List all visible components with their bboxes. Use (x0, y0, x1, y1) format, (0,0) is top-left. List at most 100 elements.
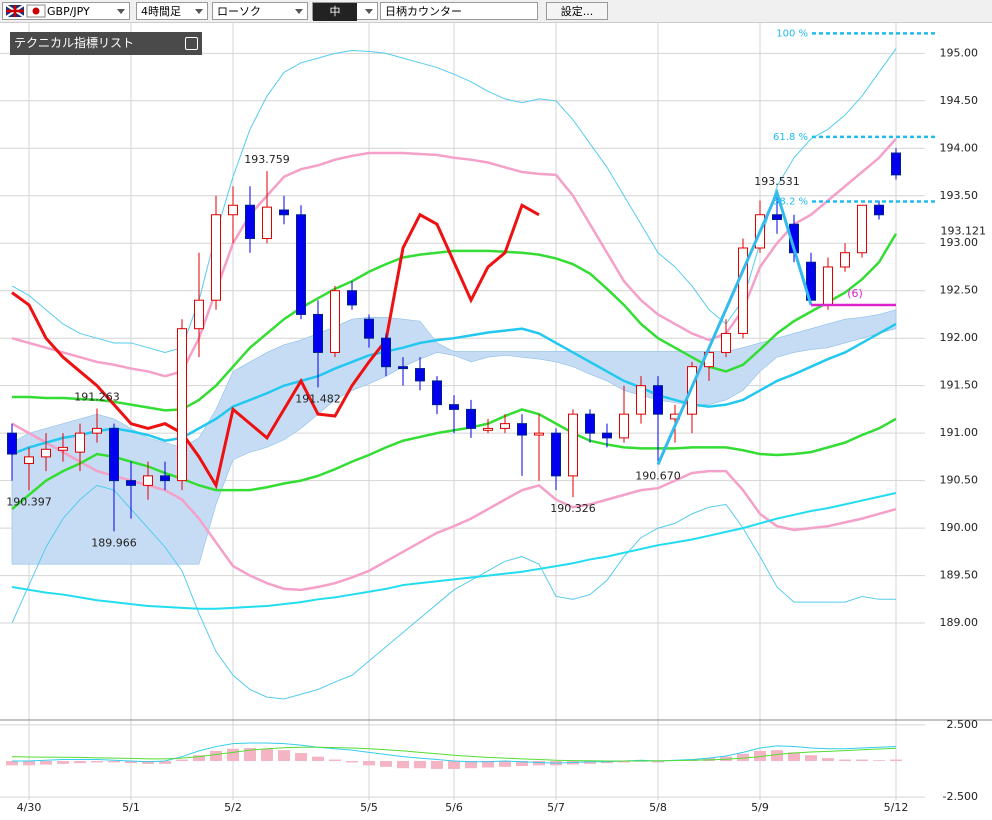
candle-body (24, 456, 34, 465)
macd-bar (618, 761, 630, 763)
candle-body (840, 252, 850, 268)
macd-bar (74, 761, 86, 764)
fib-label: 38.2 % (773, 196, 808, 207)
macd-bar (40, 761, 52, 765)
macd-bar (822, 758, 834, 761)
candle-body (330, 290, 340, 353)
candle-body (551, 432, 561, 477)
indicator-line (11, 203, 540, 490)
flags (6, 4, 46, 18)
price-annotation: 190.326 (550, 502, 596, 515)
macd-bar (261, 748, 273, 761)
macd-bar (448, 761, 460, 769)
macd-bar (295, 753, 307, 761)
macd-bar (788, 752, 800, 761)
macd-bar (210, 750, 222, 761)
macd-bar (23, 761, 35, 766)
macd-bar (431, 761, 443, 769)
price-annotation: 193.759 (244, 153, 290, 166)
y-tick-label: 190.50 (940, 474, 979, 487)
y-tick-label: 193.00 (940, 236, 979, 249)
candle-body (7, 432, 17, 455)
candle-body (636, 385, 646, 415)
candle-body (602, 432, 612, 439)
macd-bar (856, 759, 868, 761)
candle-body (619, 413, 629, 439)
macd-bar (193, 755, 205, 761)
candle-body (160, 475, 170, 482)
y-tick-label: 192.00 (940, 331, 979, 344)
x-tick-label: 5/12 (884, 801, 909, 814)
timeframe-select[interactable]: 4時間足 (136, 2, 208, 20)
panel-button[interactable] (185, 37, 198, 50)
candle-body (177, 328, 187, 482)
macd-bar (499, 761, 511, 767)
macd-bar (380, 761, 392, 767)
macd-bar (108, 761, 120, 763)
candle-body (585, 413, 595, 434)
candle-body (347, 290, 357, 306)
y-tick-label: 192.50 (940, 284, 979, 297)
macd-bar (754, 750, 766, 761)
y-tick-label: 189.00 (940, 616, 979, 629)
price-annotation: 189.966 (91, 536, 137, 549)
indicator-list-title: テクニカル指標リスト (14, 36, 135, 50)
cloud (11, 309, 897, 565)
candle-body (823, 266, 833, 306)
candle-body (58, 446, 68, 451)
macd-bar (176, 759, 188, 761)
price-annotation: 191.263 (74, 390, 120, 403)
counter: 日柄カウンター (385, 5, 462, 18)
indicator-list[interactable]: テクニカル指標リスト (10, 32, 202, 55)
candle-body (500, 423, 510, 429)
size-select[interactable]: 中 (312, 2, 378, 21)
y-tick-label: 194.00 (940, 141, 979, 154)
fib-label: 61.8 % (773, 132, 808, 143)
y-tick-label: -2.500 (943, 790, 978, 803)
macd-bar (329, 759, 341, 761)
indicator-line (11, 322, 897, 456)
x-tick-label: 5/6 (445, 801, 463, 814)
settings-button[interactable]: 設定... (546, 2, 608, 20)
timeframe: 4時間足 (141, 5, 181, 18)
candle-body (466, 408, 476, 429)
macd-bar (805, 755, 817, 761)
price-annotation: 190.397 (6, 495, 52, 508)
x-tick-label: 4/30 (17, 801, 42, 814)
macd-bar (482, 761, 494, 768)
counter-input[interactable]: 日柄カウンター (380, 2, 538, 20)
macd-bar (652, 761, 664, 763)
candle-body (483, 427, 493, 431)
style-select[interactable]: ローソク (212, 2, 308, 20)
candle-body (857, 204, 867, 254)
zigzag (656, 188, 813, 466)
indicator-line (11, 491, 897, 610)
macd-bar (465, 761, 477, 769)
candle-body (772, 214, 782, 221)
indicator-line (11, 422, 897, 592)
candle-body (296, 214, 306, 315)
size: 中 (313, 3, 357, 21)
candle-body (109, 427, 119, 482)
candle-body (364, 318, 374, 339)
y-tick-label: 191.50 (940, 379, 979, 392)
macd-bar (6, 761, 18, 766)
price-annotation: 191.482 (295, 392, 341, 405)
macd-bar (312, 756, 324, 761)
settings: 設定... (560, 5, 594, 18)
candle-body (381, 337, 391, 368)
candle-body (449, 404, 459, 410)
macd-bar (771, 750, 783, 761)
candle-body (194, 299, 204, 330)
price-annotation: 193.531 (754, 175, 800, 188)
macd-bar (57, 761, 69, 764)
y-tick-label: 189.50 (940, 569, 979, 582)
candle-body (279, 209, 289, 216)
macd-bar (414, 761, 426, 769)
candle-body (568, 413, 578, 477)
symbol-select[interactable]: GBP/JPY (2, 2, 130, 20)
candle-body (75, 432, 85, 453)
fib-label: 100 % (776, 28, 808, 39)
candle-body (262, 206, 272, 239)
x-tick-label: 5/9 (751, 801, 769, 814)
